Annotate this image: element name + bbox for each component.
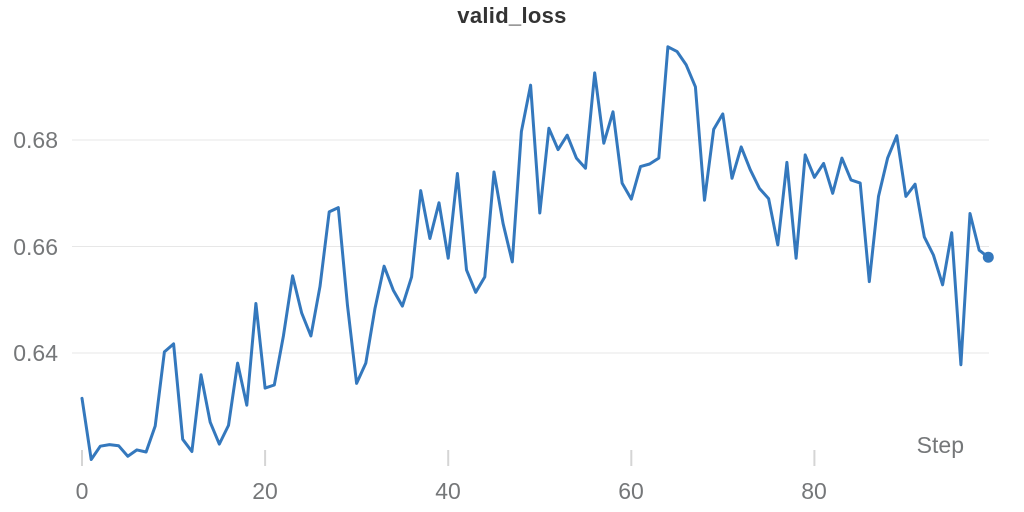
y-tick-label: 0.68 xyxy=(13,127,58,153)
x-tick-label: 80 xyxy=(801,478,827,504)
x-tick-label: 0 xyxy=(75,478,89,504)
y-tick-label: 0.66 xyxy=(13,234,58,260)
chart-title: valid_loss xyxy=(457,3,567,28)
x-axis-title: Step xyxy=(916,432,964,458)
x-tick-label: 20 xyxy=(252,478,278,504)
y-tick-label: 0.64 xyxy=(13,340,58,366)
last-point-dot xyxy=(982,251,994,263)
x-tick-label: 40 xyxy=(435,478,461,504)
valid-loss-line xyxy=(80,45,990,461)
x-tick-label: 60 xyxy=(618,478,644,504)
